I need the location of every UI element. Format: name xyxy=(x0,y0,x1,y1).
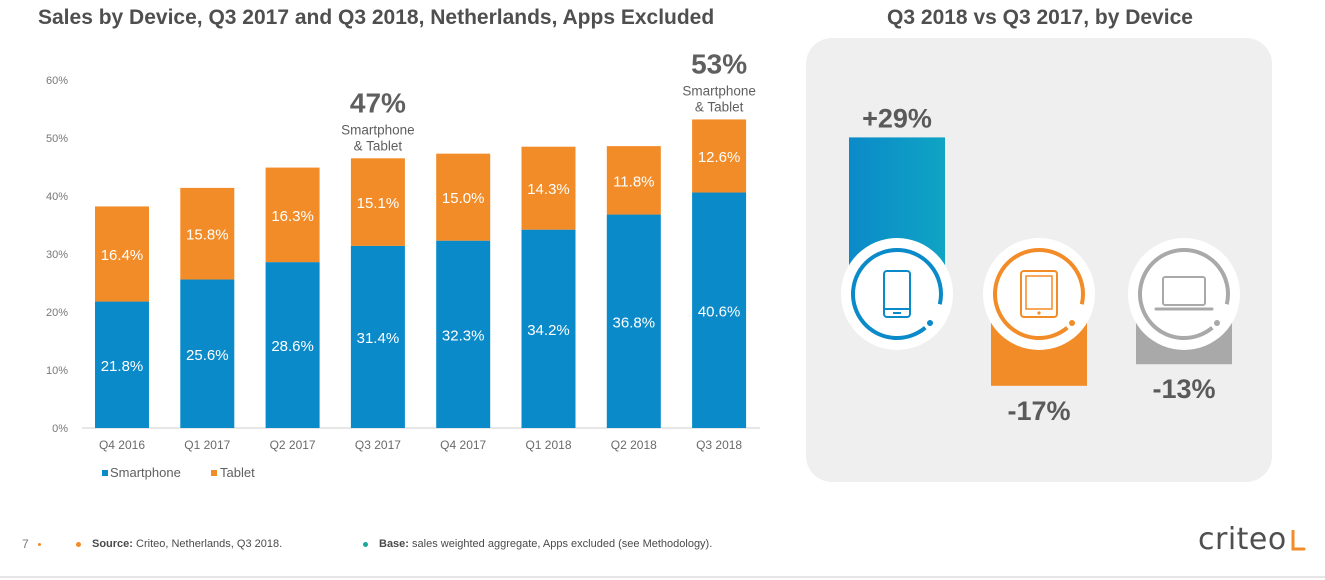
smartphone-bar xyxy=(436,240,491,428)
smartphone-data-label: 34.2% xyxy=(527,322,570,339)
annotation-text: Smartphone xyxy=(682,83,756,98)
change-label: -17% xyxy=(1007,396,1070,426)
smartphone-data-label: 28.6% xyxy=(271,338,314,355)
annotation-text: & Tablet xyxy=(354,138,403,153)
y-tick-label: 60% xyxy=(46,75,68,87)
tablet-bar xyxy=(265,167,320,263)
base-label: Base: xyxy=(379,538,409,550)
x-tick-label: Q2 2017 xyxy=(270,438,316,452)
source-note: Source: Criteo, Netherlands, Q3 2018. xyxy=(92,538,282,550)
tablet-data-label: 15.1% xyxy=(357,195,400,212)
smartphone-data-label: 21.8% xyxy=(101,358,144,375)
base-note: Base: sales weighted aggregate, Apps exc… xyxy=(379,538,712,550)
tablet-bar xyxy=(95,206,149,302)
source-text: Criteo, Netherlands, Q3 2018. xyxy=(132,538,283,550)
smartphone-data-label: 32.3% xyxy=(442,327,485,344)
tablet-data-label: 15.8% xyxy=(186,227,229,244)
annotation-total: 47% xyxy=(350,87,406,118)
y-tick-label: 10% xyxy=(46,365,68,377)
comparison-title: Q3 2018 vs Q3 2017, by Device xyxy=(887,6,1193,29)
tablet-data-label: 16.3% xyxy=(271,208,314,225)
smartphone-icon xyxy=(841,238,953,350)
smartphone-bar xyxy=(265,262,320,428)
page-number-dot xyxy=(38,543,41,546)
device-change-chart: +29% -17% -13% xyxy=(841,103,1240,426)
smartphone-data-label: 36.8% xyxy=(613,314,656,331)
smartphone-data-label: 25.6% xyxy=(186,347,229,364)
tablet-icon xyxy=(983,238,1095,350)
tablet-data-label: 11.8% xyxy=(613,173,654,190)
page-number: 7 xyxy=(22,537,29,551)
tablet-bar xyxy=(436,153,491,241)
stacked-bar-chart: 0% 10% 20% 30% 40% 50% 60% 21.8% 16.4% Q4 2016 25.… xyxy=(46,48,760,480)
chart-title: Sales by Device, Q3 2017 and Q3 2018, Ne… xyxy=(38,6,715,29)
y-tick-label: 0% xyxy=(52,423,68,435)
tablet-bar xyxy=(692,119,747,193)
x-tick-label: Q1 2017 xyxy=(184,438,230,452)
x-tick-label: Q4 2017 xyxy=(440,438,486,452)
smartphone-bar xyxy=(180,279,235,428)
tablet-bar xyxy=(350,158,405,246)
tablet-data-label: 15.0% xyxy=(442,190,485,207)
change-label: +29% xyxy=(862,103,932,133)
laptop-icon xyxy=(1128,238,1240,350)
x-tick-label: Q4 2016 xyxy=(99,438,145,452)
legend-label-smartphone: Smartphone xyxy=(110,465,181,480)
smartphone-bar xyxy=(350,245,405,428)
y-tick-label: 50% xyxy=(46,133,68,145)
x-tick-label: Q2 2018 xyxy=(611,438,657,452)
y-tick-label: 40% xyxy=(46,191,68,203)
smartphone-data-label: 31.4% xyxy=(357,330,400,347)
tablet-data-label: 12.6% xyxy=(698,149,741,166)
smartphone-bar xyxy=(95,301,149,428)
tablet-data-label: 14.3% xyxy=(527,181,570,198)
smartphone-data-label: 40.6% xyxy=(698,303,741,320)
x-tick-label: Q3 2018 xyxy=(696,438,742,452)
tablet-bar xyxy=(606,146,661,215)
smartphone-bar xyxy=(692,192,747,428)
legend-swatch-tablet xyxy=(211,470,217,476)
footer-divider xyxy=(0,576,1325,578)
base-text: sales weighted aggregate, Apps excluded … xyxy=(408,538,713,550)
x-tick-label: Q3 2017 xyxy=(355,438,401,452)
change-label: -13% xyxy=(1152,374,1215,404)
annotation-text: & Tablet xyxy=(695,99,744,114)
y-tick-label: 20% xyxy=(46,307,68,319)
smartphone-bar xyxy=(606,214,661,428)
criteo-logo: criteo xyxy=(1198,522,1287,557)
criteo-logo-mark xyxy=(1291,530,1306,551)
source-bullet xyxy=(76,542,81,547)
annotation-text: Smartphone xyxy=(341,122,415,137)
y-tick-label: 30% xyxy=(46,249,68,261)
legend-swatch-smartphone xyxy=(102,470,108,476)
tablet-bar xyxy=(180,187,235,280)
tablet-data-label: 16.4% xyxy=(101,247,144,264)
annotation-total: 53% xyxy=(691,48,747,79)
base-bullet xyxy=(363,542,368,547)
source-label: Source: xyxy=(92,538,133,550)
legend-label-tablet: Tablet xyxy=(220,465,255,480)
x-tick-label: Q1 2018 xyxy=(525,438,571,452)
smartphone-bar xyxy=(521,229,576,428)
tablet-bar xyxy=(521,146,576,230)
